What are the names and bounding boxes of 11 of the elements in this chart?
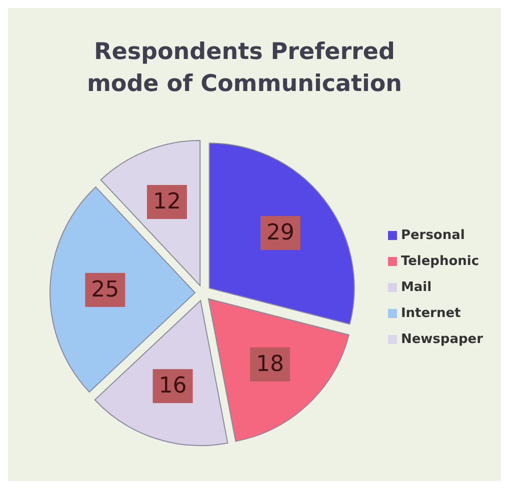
data-label: 16 <box>158 374 187 399</box>
data-label: 12 <box>152 189 181 214</box>
data-label: 29 <box>266 220 294 246</box>
legend-label: Newspaper <box>400 332 483 347</box>
data-label: 25 <box>91 277 120 302</box>
legend-label: Mail <box>400 280 432 295</box>
legend-label: Personal <box>400 228 465 243</box>
chart-title: Respondents Preferred mode of Communication <box>86 38 404 99</box>
data-label: 18 <box>256 352 284 377</box>
legend-label: Internet <box>400 306 461 321</box>
legend-label: Telephonic <box>400 254 480 269</box>
